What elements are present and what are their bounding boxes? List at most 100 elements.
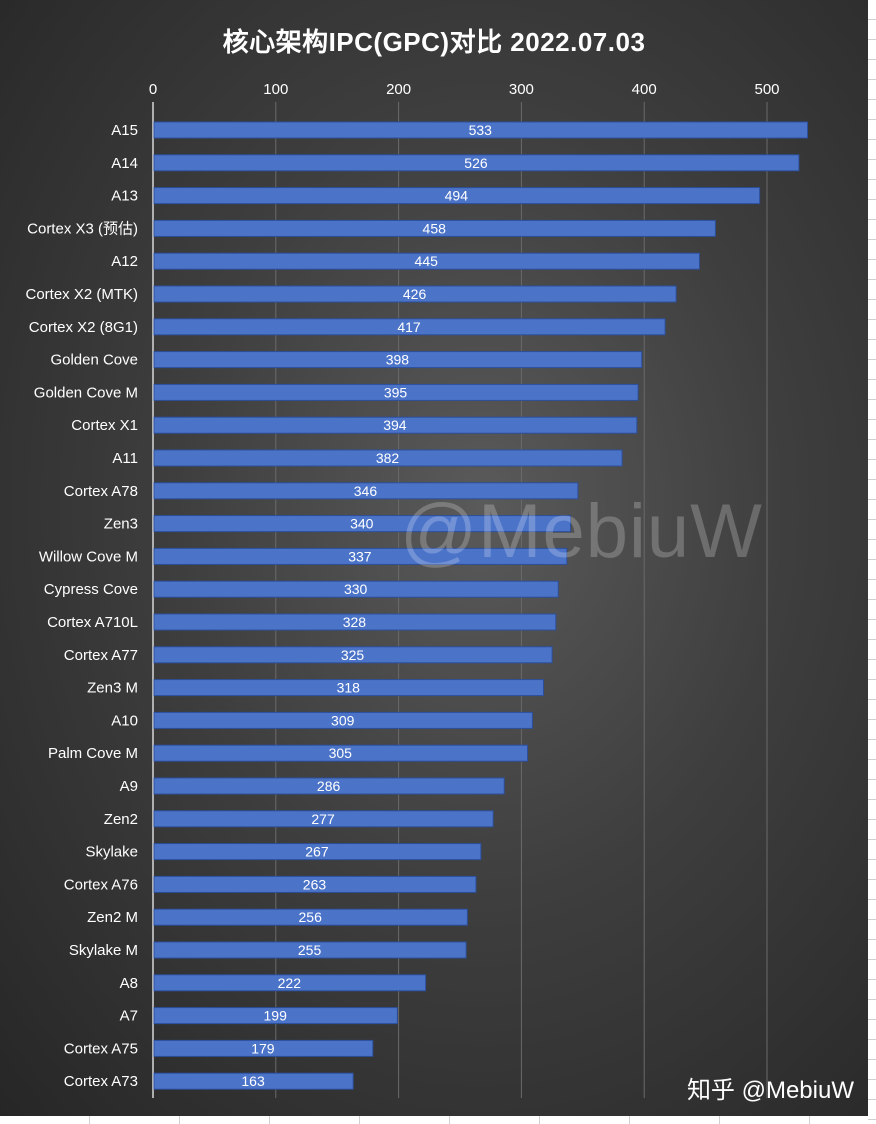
data-label: 277 [311,811,335,827]
category-label: Cortex A710L [47,614,138,631]
category-label: Skylake [85,844,138,861]
category-label: Cortex X3 (预估) [27,220,138,237]
bar [153,908,468,926]
data-label: 330 [344,581,368,597]
bar [153,121,809,139]
data-label: 445 [415,253,439,269]
category-label: A14 [111,155,138,172]
bar [153,416,638,434]
bar [153,843,482,861]
category-label: Cortex A73 [64,1073,138,1090]
category-label: Cortex A76 [64,876,138,893]
bar [153,449,623,467]
data-label: 340 [350,516,374,532]
bar [153,974,427,992]
category-label: A11 [112,450,138,467]
data-label: 318 [337,680,361,696]
category-label: A10 [111,712,138,729]
data-label: 325 [341,647,365,663]
data-label: 337 [348,548,372,564]
bar [153,351,643,369]
bar [153,219,716,237]
data-label: 395 [384,384,408,400]
data-label: 346 [354,483,378,499]
bar [153,547,568,565]
bar [153,613,557,631]
category-label: A8 [120,975,138,992]
data-label: 309 [331,712,355,728]
data-label: 382 [376,450,400,466]
category-label: Palm Cove M [48,745,138,762]
watermark: @MebiuW [400,489,763,574]
data-label: 255 [298,942,322,958]
x-tick-label: 300 [509,81,534,98]
bar [153,1039,374,1057]
data-label: 286 [317,778,341,794]
data-label: 163 [241,1073,265,1089]
category-label: A13 [111,188,138,205]
bar [153,482,579,500]
spreadsheet-edge-right [868,0,876,1124]
data-label: 199 [264,1008,288,1024]
bar [153,810,494,828]
category-label: Cortex A78 [64,483,138,500]
data-label: 494 [445,188,469,204]
bar [153,580,559,598]
category-label: Willow Cove M [39,548,138,565]
data-label: 267 [305,844,329,860]
data-label: 305 [329,745,353,761]
bar [153,646,553,664]
data-label: 426 [403,286,427,302]
category-label: A15 [111,122,138,139]
category-label: Cortex A77 [64,647,138,664]
bar [153,941,467,959]
category-label: Zen3 M [87,680,138,697]
bar [153,711,533,729]
data-label: 394 [383,417,407,433]
data-label: 263 [303,876,327,892]
category-label: A12 [111,253,138,270]
category-label: Golden Cove M [34,384,138,401]
bar [153,285,677,303]
category-label: Cortex X2 (MTK) [25,286,138,303]
data-label: 398 [386,352,410,368]
category-label: Zen2 [104,811,138,828]
data-label: 222 [278,975,302,991]
x-tick-label: 400 [632,81,657,98]
category-label: Zen2 M [87,909,138,926]
bar [153,383,639,401]
category-label: Zen3 [104,516,138,533]
bar [153,515,572,533]
category-label: Golden Cove [50,352,138,369]
bar [153,777,505,795]
bar [153,318,666,336]
x-tick-label: 200 [386,81,411,98]
credit-text: 知乎 @MebiuW [686,1077,854,1104]
category-label: Cortex X1 [71,417,138,434]
data-label: 328 [343,614,367,630]
category-label: A7 [120,1008,138,1025]
data-label: 526 [464,155,488,171]
bar [153,679,545,697]
data-label: 256 [299,909,323,925]
x-tick-label: 100 [263,81,288,98]
bar [153,1007,398,1025]
chart-title: 核心架构IPC(GPC)对比 2022.07.03 [222,27,646,57]
bar [153,187,761,205]
data-label: 533 [469,122,493,138]
category-label: Cypress Cove [44,581,138,598]
data-label: 458 [423,220,447,236]
category-labels: A15 A14 A13 Cortex X3 (预估) A12 Cortex X2 (MTK… [25,122,138,1090]
spreadsheet-edge-bottom [0,1116,876,1124]
bar [153,875,477,893]
category-label: Cortex A75 [64,1040,138,1057]
data-label: 179 [251,1040,275,1056]
bars [153,121,809,1090]
bar [153,154,800,172]
bar [153,1072,354,1090]
data-label: 417 [397,319,421,335]
x-tick-labels: 0 100 200 300 400 500 [149,81,780,98]
category-label: A9 [120,778,138,795]
